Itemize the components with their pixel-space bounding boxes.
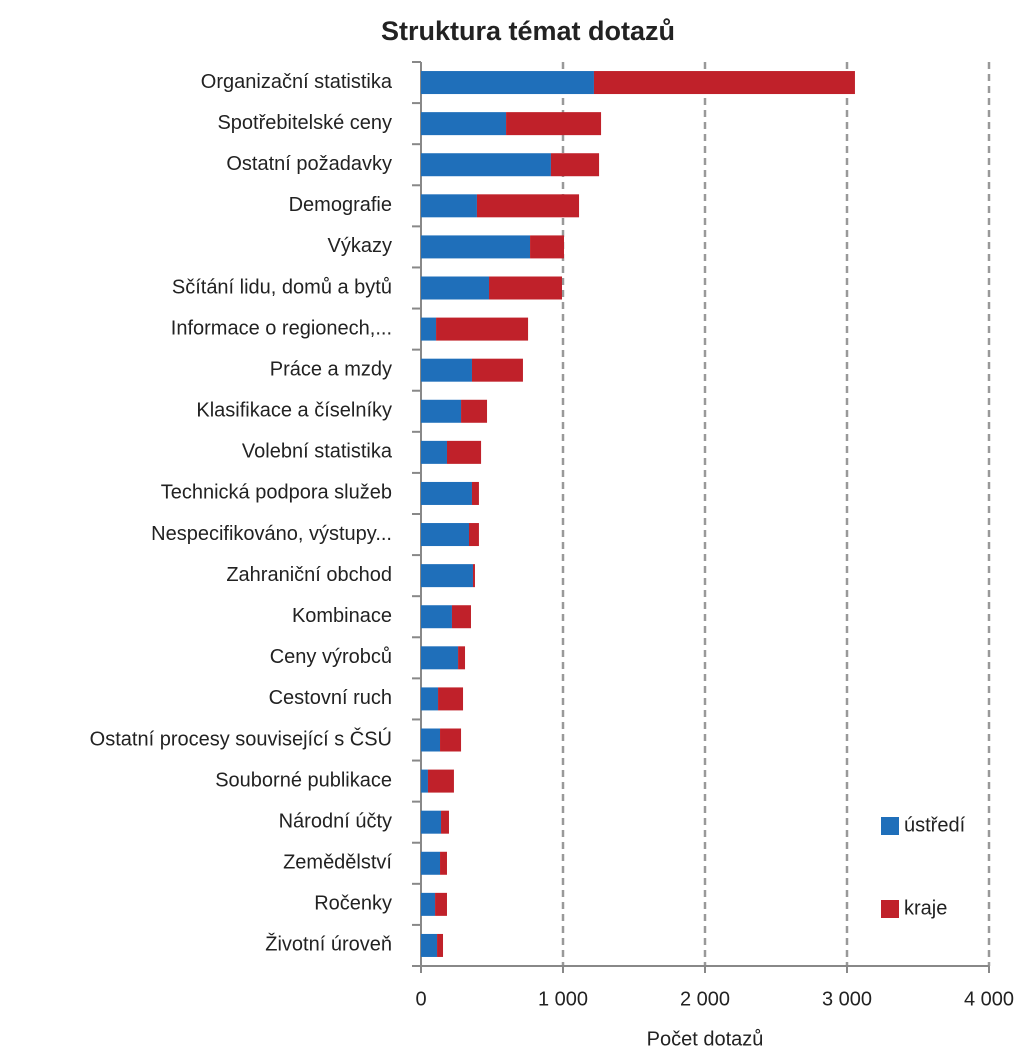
y-tick-label: Sčítání lidu, domů a bytů	[172, 276, 392, 298]
legend-swatch	[881, 817, 899, 835]
bar-segment	[461, 399, 488, 423]
bar-segment	[421, 810, 442, 834]
bar-segment	[421, 399, 462, 423]
bar-segment	[427, 769, 454, 793]
bar-segment	[441, 810, 449, 834]
bar-segment	[421, 892, 436, 916]
x-tick-label: 2 000	[680, 988, 730, 1010]
bar-segment	[421, 728, 441, 752]
bar-segment	[458, 646, 466, 670]
bar-segment	[421, 317, 437, 341]
y-tick-label: Kombinace	[292, 605, 392, 627]
y-tick-label: Organizační statistika	[201, 71, 393, 93]
bar-segment	[421, 605, 452, 629]
bar-segment	[421, 153, 551, 177]
y-tick-label: Národní účty	[279, 810, 392, 832]
legend-swatch	[881, 900, 899, 918]
x-tick-label: 0	[415, 988, 426, 1010]
x-axis-label: Počet dotazů	[647, 1028, 764, 1050]
bar-segment	[421, 687, 439, 711]
y-tick-label: Cestovní ruch	[269, 687, 392, 709]
bar-segment	[421, 851, 441, 875]
bar-segment	[421, 769, 428, 793]
legend-label: ústředí	[904, 814, 966, 836]
y-tick-label: Souborné publikace	[215, 769, 392, 791]
y-tick-label: Spotřebitelské ceny	[217, 112, 392, 134]
chart-title: Struktura témat dotazů	[381, 16, 675, 46]
y-tick-label: Nespecifikováno, výstupy...	[151, 523, 392, 545]
bar-segment	[421, 112, 507, 136]
y-tick-label: Informace o regionech,...	[171, 317, 392, 339]
bar-segment	[489, 276, 563, 300]
bar-segment	[421, 358, 472, 382]
bar-segment	[472, 564, 475, 588]
y-tick-label: Ročenky	[314, 893, 392, 915]
y-tick-label: Životní úroveň	[265, 933, 392, 956]
bar-segment	[446, 440, 482, 464]
bar-segment	[440, 728, 462, 752]
x-tick-label: 1 000	[538, 988, 588, 1010]
bar-segment	[451, 605, 471, 629]
y-tick-label: Klasifikace a číselníky	[196, 400, 392, 422]
bar-segment	[421, 194, 477, 218]
y-tick-label: Ceny výrobců	[270, 646, 392, 668]
y-tick-label: Ostatní procesy související s ČSÚ	[90, 727, 392, 750]
y-tick-label: Výkazy	[328, 235, 392, 257]
bar-segment	[421, 276, 490, 300]
bar-segment	[421, 235, 531, 259]
y-tick-label: Práce a mzdy	[270, 358, 392, 380]
bar-segment	[437, 933, 444, 957]
y-tick-label: Demografie	[289, 194, 392, 216]
x-tick-label: 3 000	[822, 988, 872, 1010]
bar-segment	[550, 153, 600, 177]
bar-segment	[421, 481, 472, 505]
bar-segment	[438, 687, 464, 711]
bar-segment	[421, 646, 459, 670]
bar-segment	[593, 71, 855, 95]
bar-segment	[421, 523, 469, 547]
bar-segment	[506, 112, 602, 136]
bar-segment	[476, 194, 580, 218]
y-tick-label: Zahraniční obchod	[226, 564, 392, 586]
bar-segment	[421, 440, 447, 464]
x-tick-label: 4 000	[964, 988, 1014, 1010]
bar-segment	[435, 892, 447, 916]
bar-segment	[471, 481, 479, 505]
legend-label: kraje	[904, 897, 947, 919]
bar-segment	[421, 564, 473, 588]
y-tick-label: Volební statistika	[242, 441, 393, 463]
y-tick-label: Zemědělství	[283, 852, 392, 874]
bar-segment	[421, 933, 438, 957]
bar-segment	[440, 851, 447, 875]
bar-segment	[436, 317, 529, 341]
bar-segment	[468, 523, 479, 547]
bar-segment	[530, 235, 564, 259]
y-tick-label: Technická podpora služeb	[161, 482, 392, 504]
y-tick-label: Ostatní požadavky	[226, 153, 392, 175]
bar-segment	[471, 358, 523, 382]
bar-segment	[421, 71, 594, 95]
